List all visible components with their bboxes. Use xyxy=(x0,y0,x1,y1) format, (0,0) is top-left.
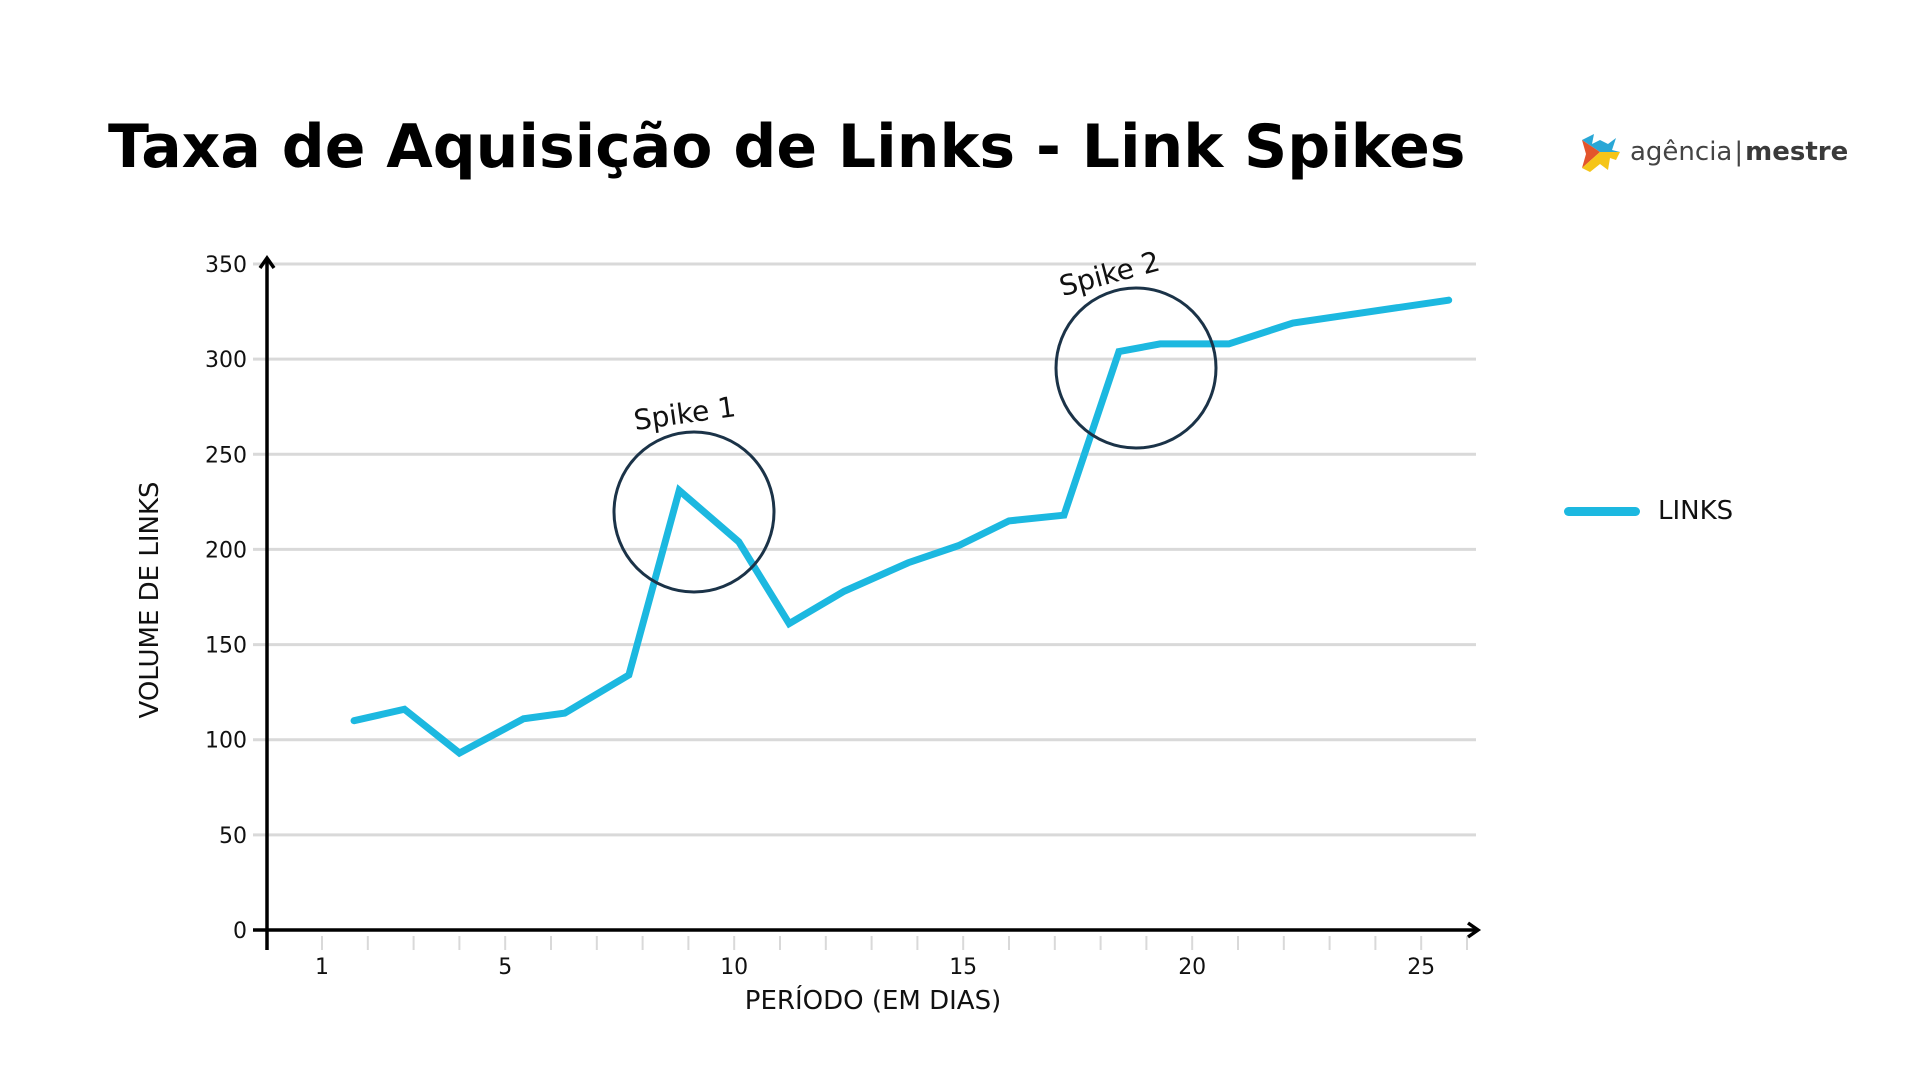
logo-text-light: agência xyxy=(1630,137,1733,167)
y-tick-label: 100 xyxy=(205,729,247,754)
legend-label-links: LINKS xyxy=(1658,496,1734,526)
agencia-mestre-logo-icon xyxy=(1582,134,1620,172)
y-tick-label: 50 xyxy=(219,824,247,849)
spike-circle-2 xyxy=(1054,286,1218,450)
x-tick-label: 25 xyxy=(1407,955,1435,980)
y-tick-label: 350 xyxy=(205,253,247,278)
logo-text: agência|mestre xyxy=(1630,137,1848,167)
y-tick-label: 200 xyxy=(205,538,247,563)
x-tick-label: 20 xyxy=(1178,955,1206,980)
x-tick-label: 15 xyxy=(949,955,977,980)
y-axis-arrow-icon xyxy=(258,254,276,270)
x-tick-label: 10 xyxy=(720,955,748,980)
y-axis-label: VOLUME DE LINKS xyxy=(135,481,165,719)
x-tick-label: 5 xyxy=(498,955,512,980)
y-tick-label: 150 xyxy=(205,634,247,659)
spike-circle-1 xyxy=(612,430,776,594)
logo-text-bold: mestre xyxy=(1745,137,1849,167)
y-tick-label: 250 xyxy=(205,443,247,468)
spike-label-1: Spike 1 xyxy=(632,390,738,437)
spike-label-2: Spike 2 xyxy=(1056,245,1164,303)
logo-separator: | xyxy=(1734,137,1744,167)
x-axis-label: PERÍODO (EM DIAS) xyxy=(744,986,1002,1016)
series-line-links xyxy=(350,296,1453,758)
y-tick-label: 0 xyxy=(233,919,247,944)
x-tick-label: 1 xyxy=(315,955,329,980)
x-axis-arrow-icon xyxy=(1466,921,1482,939)
page-title: Taxa de Aquisição de Links - Link Spikes xyxy=(108,112,1466,182)
legend-swatch-links xyxy=(1564,506,1640,516)
y-tick-label: 300 xyxy=(205,348,247,373)
chart-legend: LINKS xyxy=(1564,496,1733,526)
brand-logo: agência|mestre xyxy=(1578,130,1848,174)
